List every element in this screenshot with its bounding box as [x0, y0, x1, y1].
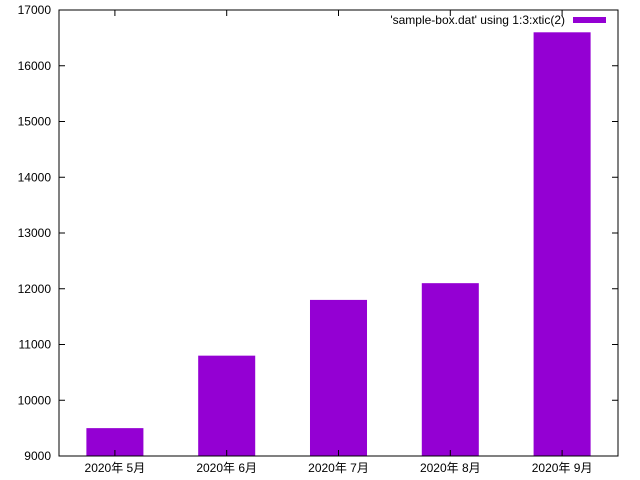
x-tick-label: 2020年 8月	[420, 461, 481, 475]
x-tick-label: 2020年 5月	[85, 461, 146, 475]
bar	[421, 283, 479, 456]
x-tick-label: 2020年 6月	[196, 461, 257, 475]
y-tick-label: 12000	[18, 282, 52, 296]
legend-swatch	[573, 17, 606, 23]
y-tick-label: 9000	[24, 449, 51, 463]
legend-label: 'sample-box.dat' using 1:3:xtic(2)	[390, 13, 565, 27]
legend: 'sample-box.dat' using 1:3:xtic(2)	[390, 13, 606, 27]
y-tick-label: 15000	[18, 115, 52, 129]
y-tick-label: 11000	[19, 338, 52, 352]
bar	[533, 32, 591, 457]
x-tick-label: 2020年 9月	[532, 461, 593, 475]
y-tick-label: 16000	[18, 59, 52, 73]
y-tick-label: 13000	[18, 226, 52, 240]
y-tick-label: 14000	[18, 170, 52, 184]
y-tick-label: 10000	[18, 393, 52, 407]
x-tick-label: 2020年 7月	[308, 461, 369, 475]
bars-group	[86, 32, 591, 457]
bar	[198, 355, 256, 456]
axes-group: 9000 10000 11000 12000 13000 14000 15000 16000 1…	[18, 3, 619, 475]
bar	[309, 299, 368, 456]
y-tick-label: 17000	[18, 3, 52, 17]
